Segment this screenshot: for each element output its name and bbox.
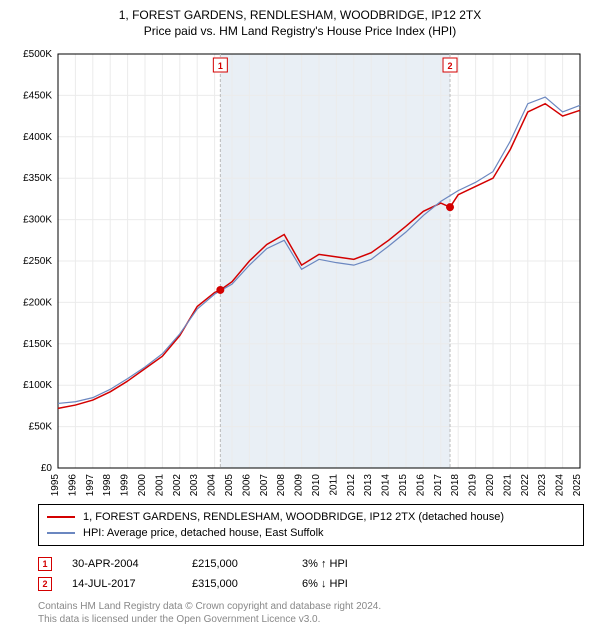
svg-text:£450K: £450K (23, 90, 52, 101)
svg-text:1996: 1996 (67, 474, 78, 497)
svg-text:£0: £0 (41, 463, 53, 474)
legend-swatch (47, 516, 75, 518)
legend-swatch (47, 532, 75, 534)
svg-text:2017: 2017 (433, 474, 444, 497)
svg-text:£150K: £150K (23, 339, 52, 350)
svg-text:£200K: £200K (23, 297, 52, 308)
svg-text:2020: 2020 (485, 474, 496, 497)
svg-text:2010: 2010 (311, 474, 322, 497)
svg-text:2013: 2013 (363, 474, 374, 497)
price-chart: £0 £50K £100K £150K £200K £250K £300K £350K £400… (10, 44, 590, 498)
svg-text:£350K: £350K (23, 173, 52, 184)
svg-text:2022: 2022 (520, 474, 531, 497)
transaction-date: 14-JUL-2017 (72, 578, 172, 590)
transaction-row: 2 14-JUL-2017 £315,000 6% ↓ HPI (38, 574, 584, 594)
transaction-row: 130-APR-2004£215,0003% ↑ HPI (38, 554, 584, 574)
svg-text:2014: 2014 (381, 474, 392, 497)
svg-text:2: 2 (448, 61, 453, 71)
transaction-marker-box: 2 (38, 577, 52, 591)
svg-text:2011: 2011 (328, 474, 339, 496)
svg-text:2007: 2007 (259, 474, 270, 497)
chart-area: £0 £50K £100K £150K £200K £250K £300K £350K £400… (10, 44, 590, 498)
svg-text:£250K: £250K (23, 256, 52, 267)
transaction-price: £315,000 (192, 578, 282, 590)
svg-text:2021: 2021 (502, 474, 513, 497)
svg-text:£500K: £500K (23, 49, 52, 60)
transaction-marker-box: 1 (38, 557, 52, 571)
svg-text:2005: 2005 (224, 474, 235, 497)
svg-text:2004: 2004 (207, 474, 218, 497)
svg-text:2016: 2016 (415, 474, 426, 497)
svg-text:£100K: £100K (23, 380, 52, 391)
legend-row: HPI: Average price, detached house, East… (47, 525, 575, 541)
svg-text:2019: 2019 (468, 474, 479, 497)
svg-text:2001: 2001 (154, 474, 165, 497)
svg-text:2018: 2018 (450, 474, 461, 497)
legend-label: HPI: Average price, detached house, East… (83, 527, 324, 539)
svg-text:2012: 2012 (346, 474, 357, 497)
legend: 1, FOREST GARDENS, RENDLESHAM, WOODBRIDG… (38, 504, 584, 546)
transaction-table: 130-APR-2004£215,0003% ↑ HPI 2 14-JUL-2017… (38, 554, 584, 594)
svg-text:2008: 2008 (276, 474, 287, 497)
footer-line2: This data is licensed under the Open Gov… (38, 613, 584, 626)
svg-text:£300K: £300K (23, 215, 52, 226)
svg-text:£400K: £400K (23, 132, 52, 143)
svg-text:£50K: £50K (29, 422, 53, 433)
svg-text:2025: 2025 (572, 474, 583, 497)
svg-text:1995: 1995 (50, 474, 61, 497)
svg-text:1998: 1998 (102, 474, 113, 497)
svg-text:2023: 2023 (537, 474, 548, 497)
legend-row: 1, FOREST GARDENS, RENDLESHAM, WOODBRIDG… (47, 509, 575, 525)
svg-text:1: 1 (218, 61, 223, 71)
footer-copyright: Contains HM Land Registry data © Crown c… (38, 600, 584, 626)
page-title: 1, FOREST GARDENS, RENDLESHAM, WOODBRIDG… (10, 8, 590, 22)
page-subtitle: Price paid vs. HM Land Registry's House … (10, 24, 590, 38)
svg-text:2000: 2000 (137, 474, 148, 497)
transaction-hpi-delta: 6% ↓ HPI (302, 578, 348, 590)
svg-text:2006: 2006 (241, 474, 252, 497)
footer-line1: Contains HM Land Registry data © Crown c… (38, 600, 584, 613)
svg-text:2024: 2024 (555, 474, 566, 497)
legend-label: 1, FOREST GARDENS, RENDLESHAM, WOODBRIDG… (83, 511, 504, 523)
svg-text:2002: 2002 (172, 474, 183, 497)
svg-text:1999: 1999 (120, 474, 131, 497)
svg-text:2015: 2015 (398, 474, 409, 497)
svg-text:2003: 2003 (189, 474, 200, 497)
svg-text:2009: 2009 (294, 474, 305, 497)
svg-text:1997: 1997 (85, 474, 96, 497)
